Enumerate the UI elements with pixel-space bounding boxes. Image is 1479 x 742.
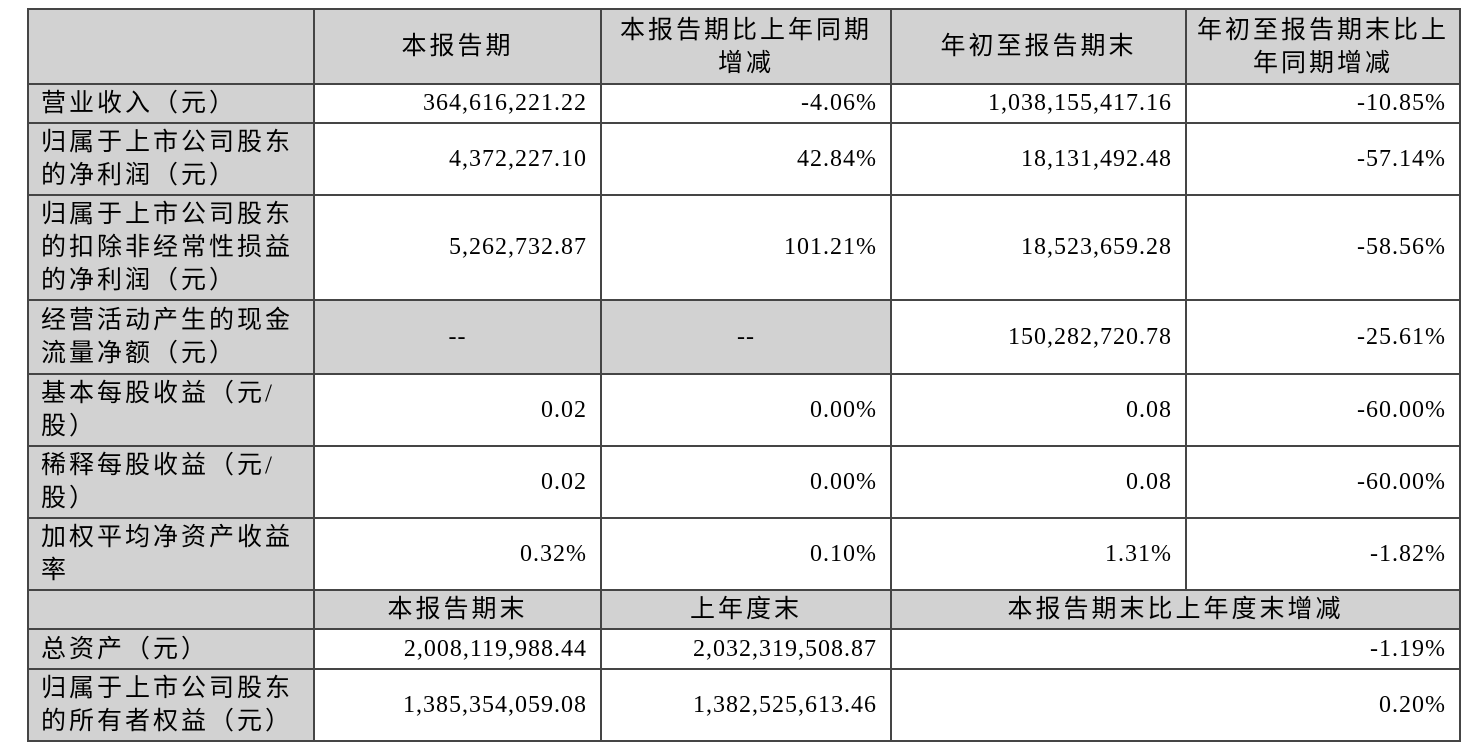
metric-label: 稀释每股收益（元/股） (27, 445, 315, 519)
metric-value: 5,262,732.87 (313, 194, 602, 301)
header-cell-yoy-change: 本报告期比上年同期增减 (600, 8, 892, 85)
metric-label: 经营活动产生的现金流量净额（元） (27, 299, 315, 375)
metric-value: -1.19% (890, 628, 1461, 670)
metric-label: 归属于上市公司股东的扣除非经常性损益的净利润（元） (27, 194, 315, 301)
header-cell-empty (27, 8, 315, 85)
metric-value: 0.02 (313, 373, 602, 447)
subheader-row: 本报告期末 上年度末 本报告期末比上年度末增减 (27, 589, 1461, 630)
metric-value: -4.06% (600, 83, 892, 124)
metric-label: 加权平均净资产收益率 (27, 517, 315, 591)
header-cell-ytd-yoy-change: 年初至报告期末比上年同期增减 (1185, 8, 1461, 85)
header-cell-current-period: 本报告期 (313, 8, 602, 85)
table-row-net-profit-excl-nonrecurring: 归属于上市公司股东的扣除非经常性损益的净利润（元） 5,262,732.87 1… (27, 194, 1461, 301)
table-row-operating-cash-flow: 经营活动产生的现金流量净额（元） -- -- 150,282,720.78 -2… (27, 299, 1461, 375)
metric-value: -1.82% (1185, 517, 1461, 591)
table-row-net-profit: 归属于上市公司股东的净利润（元） 4,372,227.10 42.84% 18,… (27, 122, 1461, 196)
metric-value: 0.02 (313, 445, 602, 519)
metric-value: 0.10% (600, 517, 892, 591)
metric-value: 1,382,525,613.46 (600, 668, 892, 742)
subheader-cell-empty (27, 589, 315, 630)
metric-value: -58.56% (1185, 194, 1461, 301)
quarterly-metrics-table: 本报告期 本报告期比上年同期增减 年初至报告期末 年初至报告期末比上年同期增减 … (27, 8, 1461, 742)
metric-value: 1,385,354,059.08 (313, 668, 602, 742)
metric-value: -57.14% (1185, 122, 1461, 196)
header-cell-ytd: 年初至报告期末 (890, 8, 1187, 85)
metric-label: 基本每股收益（元/股） (27, 373, 315, 447)
metric-value: 18,131,492.48 (890, 122, 1187, 196)
table-row-weighted-roe: 加权平均净资产收益率 0.32% 0.10% 1.31% -1.82% (27, 517, 1461, 591)
metric-value: 0.00% (600, 445, 892, 519)
empty-placeholder: -- (600, 299, 892, 375)
empty-placeholder: -- (313, 299, 602, 375)
table-row-revenue: 营业收入（元） 364,616,221.22 -4.06% 1,038,155,… (27, 83, 1461, 124)
metric-value: -10.85% (1185, 83, 1461, 124)
metric-label: 归属于上市公司股东的净利润（元） (27, 122, 315, 196)
metric-value: 4,372,227.10 (313, 122, 602, 196)
metric-value: 0.08 (890, 373, 1187, 447)
metric-value: -60.00% (1185, 373, 1461, 447)
metric-label: 归属于上市公司股东的所有者权益（元） (27, 668, 315, 742)
table-row-total-assets: 总资产（元） 2,008,119,988.44 2,032,319,508.87… (27, 628, 1461, 670)
metric-value: 1.31% (890, 517, 1187, 591)
metric-value: 1,038,155,417.16 (890, 83, 1187, 124)
metric-value: 101.21% (600, 194, 892, 301)
header-row: 本报告期 本报告期比上年同期增减 年初至报告期末 年初至报告期末比上年同期增减 (27, 8, 1461, 85)
metric-value: 2,032,319,508.87 (600, 628, 892, 670)
table-row-diluted-eps: 稀释每股收益（元/股） 0.02 0.00% 0.08 -60.00% (27, 445, 1461, 519)
table-row-basic-eps: 基本每股收益（元/股） 0.02 0.00% 0.08 -60.00% (27, 373, 1461, 447)
metric-label: 总资产（元） (27, 628, 315, 670)
subheader-cell-period-end-change: 本报告期末比上年度末增减 (890, 589, 1461, 630)
metric-value: -60.00% (1185, 445, 1461, 519)
metric-value: 0.20% (890, 668, 1461, 742)
subheader-cell-period-end: 本报告期末 (313, 589, 602, 630)
subheader-cell-prior-year-end: 上年度末 (600, 589, 892, 630)
metric-value: 42.84% (600, 122, 892, 196)
metric-value: 0.32% (313, 517, 602, 591)
metric-label: 营业收入（元） (27, 83, 315, 124)
metric-value: 364,616,221.22 (313, 83, 602, 124)
metric-value: 150,282,720.78 (890, 299, 1187, 375)
metric-value: 0.08 (890, 445, 1187, 519)
metric-value: -25.61% (1185, 299, 1461, 375)
metric-value: 2,008,119,988.44 (313, 628, 602, 670)
table-row-shareholders-equity: 归属于上市公司股东的所有者权益（元） 1,385,354,059.08 1,38… (27, 668, 1461, 742)
metric-value: 0.00% (600, 373, 892, 447)
metric-value: 18,523,659.28 (890, 194, 1187, 301)
